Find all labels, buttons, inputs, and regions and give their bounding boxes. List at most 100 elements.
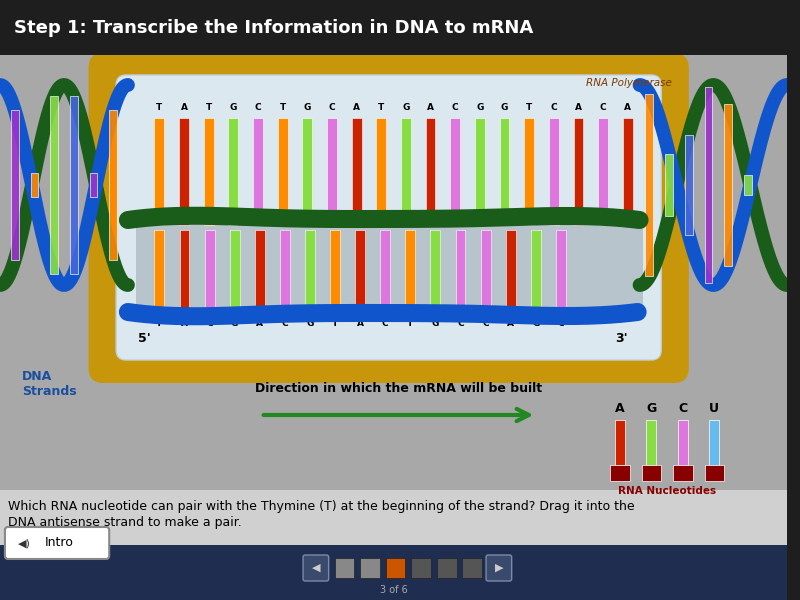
Text: ◀): ◀): [18, 538, 30, 548]
Text: Intro: Intro: [45, 536, 74, 550]
Text: A: A: [575, 103, 582, 113]
Text: T: T: [279, 103, 286, 113]
Bar: [475, 118, 485, 225]
Text: A: A: [181, 103, 187, 113]
Text: C: C: [382, 319, 389, 328]
Text: Step 1: Transcribe the Information in DNA to mRNA: Step 1: Transcribe the Information in DN…: [14, 19, 533, 37]
Text: C: C: [282, 319, 288, 328]
Bar: [401, 118, 411, 225]
Bar: [355, 230, 365, 313]
Text: G: G: [402, 103, 410, 113]
Text: A: A: [181, 319, 188, 328]
Text: 5': 5': [138, 331, 150, 344]
Bar: [531, 230, 541, 313]
Text: A: A: [615, 402, 625, 415]
Bar: [426, 118, 435, 225]
Text: ▶: ▶: [494, 563, 503, 573]
Text: A: A: [353, 103, 360, 113]
Text: ◀: ◀: [312, 563, 320, 573]
Bar: [229, 118, 238, 225]
Text: G: G: [532, 319, 539, 328]
Bar: [330, 230, 340, 313]
Bar: [0, 490, 787, 600]
Text: RNA Polymerase: RNA Polymerase: [586, 78, 672, 88]
Bar: [230, 230, 239, 313]
Text: T: T: [206, 103, 212, 113]
Bar: [90, 173, 98, 197]
Bar: [305, 230, 315, 313]
Bar: [556, 230, 566, 313]
Text: T: T: [378, 103, 384, 113]
Bar: [179, 118, 189, 225]
Text: C: C: [558, 319, 564, 328]
Bar: [278, 118, 287, 225]
Text: A: A: [624, 103, 631, 113]
Bar: [744, 175, 752, 196]
Text: Direction in which the mRNA will be built: Direction in which the mRNA will be buil…: [255, 382, 542, 395]
Bar: [406, 230, 415, 313]
Bar: [0, 545, 787, 600]
Bar: [462, 558, 482, 578]
Text: C: C: [457, 319, 464, 328]
Text: T: T: [526, 103, 532, 113]
Bar: [646, 94, 654, 277]
Bar: [280, 230, 290, 313]
Bar: [646, 420, 656, 465]
Text: U: U: [710, 402, 719, 415]
FancyBboxPatch shape: [116, 75, 662, 360]
Bar: [524, 118, 534, 225]
Text: G: G: [230, 103, 237, 113]
Text: G: G: [501, 103, 508, 113]
Bar: [665, 154, 673, 216]
Bar: [499, 118, 510, 225]
Bar: [724, 104, 732, 266]
Text: T: T: [156, 319, 162, 328]
Text: Which RNA nucleotide can pair with the Thymine (T) at the beginning of the stran: Which RNA nucleotide can pair with the T…: [8, 500, 634, 513]
Bar: [386, 558, 406, 578]
Text: A: A: [357, 319, 364, 328]
Bar: [642, 465, 662, 481]
Text: T: T: [407, 319, 414, 328]
Bar: [673, 465, 693, 481]
Bar: [50, 97, 58, 274]
Text: G: G: [432, 319, 439, 328]
Bar: [70, 97, 78, 274]
Bar: [30, 173, 38, 197]
Text: C: C: [482, 319, 489, 328]
Bar: [430, 230, 440, 313]
Text: DNA antisense strand to make a pair.: DNA antisense strand to make a pair.: [8, 516, 242, 529]
Bar: [678, 420, 688, 465]
Bar: [623, 118, 633, 225]
FancyBboxPatch shape: [486, 555, 512, 581]
Text: C: C: [550, 103, 557, 113]
Bar: [154, 118, 164, 225]
Text: C: C: [452, 103, 458, 113]
Bar: [376, 118, 386, 225]
Bar: [615, 420, 625, 465]
Bar: [455, 230, 466, 313]
Text: DNA
Strands: DNA Strands: [22, 370, 76, 398]
Bar: [574, 118, 583, 225]
Bar: [437, 558, 457, 578]
Text: T: T: [332, 319, 338, 328]
Text: 3': 3': [615, 331, 628, 344]
Bar: [380, 230, 390, 313]
Text: RNA Nucleotides: RNA Nucleotides: [618, 486, 716, 496]
FancyBboxPatch shape: [303, 555, 329, 581]
Bar: [110, 110, 117, 260]
Bar: [204, 118, 214, 225]
Text: T: T: [156, 103, 162, 113]
Bar: [179, 230, 190, 313]
Text: C: C: [206, 319, 213, 328]
Bar: [205, 230, 214, 313]
Bar: [253, 118, 263, 225]
Bar: [598, 118, 608, 225]
Bar: [360, 558, 380, 578]
Bar: [705, 87, 712, 283]
Bar: [0, 0, 787, 55]
Bar: [506, 230, 515, 313]
Text: A: A: [507, 319, 514, 328]
Text: G: G: [231, 319, 238, 328]
Text: C: C: [600, 103, 606, 113]
Text: G: G: [476, 103, 483, 113]
